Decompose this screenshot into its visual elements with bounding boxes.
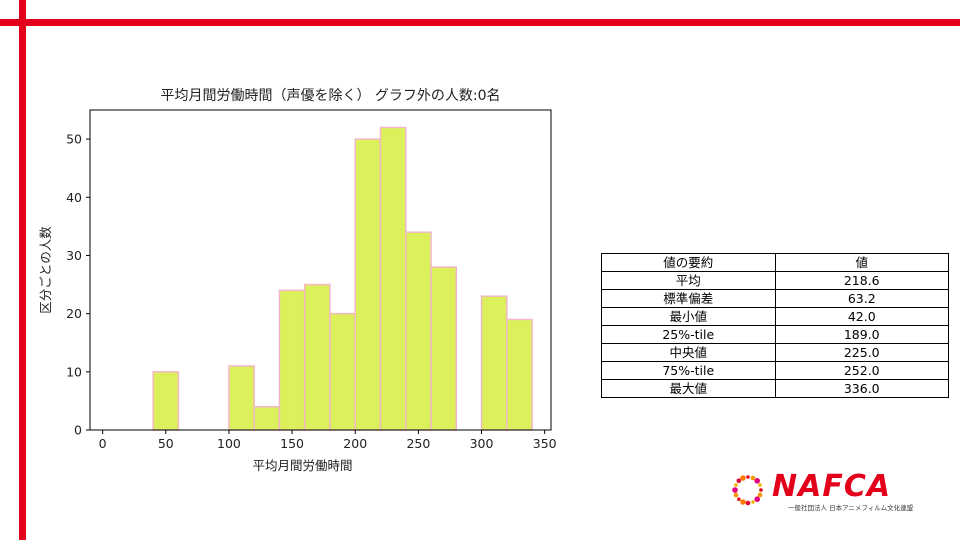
x-tick-label: 200 [343,436,367,451]
histogram-bar [379,126,407,431]
stat-value: 252.0 [774,361,949,380]
stat-label: 最小値 [601,307,776,326]
y-tick-label: 40 [66,190,82,205]
stat-label: 標準偏差 [601,289,776,308]
logo-subtitle: 一般社団法人 日本アニメフィルム文化連盟 [788,504,914,512]
stat-label: 75%-tile [601,361,776,380]
logo-dot [736,478,742,484]
y-tick-label: 0 [74,423,82,438]
stat-value: 42.0 [774,307,949,326]
table-row: 中央値 225.0 [601,343,949,362]
logo-dot [750,475,756,481]
histogram-bar [506,318,533,431]
stat-value: 336.0 [774,379,949,398]
stat-value: 218.6 [774,271,949,290]
stat-value: 63.2 [774,289,949,308]
x-axis-label: 平均月間労働時間 [252,458,352,473]
stat-value: 189.0 [774,325,949,344]
x-tick-label: 0 [99,436,107,451]
table-row: 最大値 336.0 [601,379,949,398]
logo-dot [740,475,746,481]
table-row: 最小値 42.0 [601,307,949,326]
histogram-bar [278,289,306,431]
logo-dot [754,496,760,502]
y-tick-label: 10 [66,364,82,379]
stat-label: 平均 [601,271,776,290]
y-tick-label: 50 [66,132,82,147]
logo-dot [740,499,746,505]
plot-frame [89,109,552,431]
histogram-bar [430,266,458,431]
table-row: 75%-tile 252.0 [601,361,949,380]
x-tick-label: 250 [406,436,430,451]
logo-wordmark: NAFCA [772,469,892,504]
table-row: 標準偏差 63.2 [601,289,949,308]
histogram-bar [152,371,180,431]
logo-ring-icon [732,475,763,506]
x-tick-label: 350 [533,436,557,451]
histogram-bar [329,312,356,431]
histogram-bar [253,405,281,431]
histogram-bar [303,283,331,431]
histogram-bar [405,231,432,431]
x-tick-label: 150 [280,436,304,451]
summary-header-row: 値の要約 値 [601,253,949,272]
histogram-bar [354,138,382,431]
summary-header-value: 値 [774,253,949,272]
y-axis-label: 区分ごとの人数 [38,226,53,314]
logo-dot [734,483,738,487]
logo-dot [754,478,760,484]
frame-top-bar [0,19,960,26]
x-tick-label: 50 [158,436,174,451]
frame-left-bar [19,0,26,540]
histogram-bar [228,365,255,431]
logo-dot [737,497,741,501]
summary-table: 値の要約 値 平均 218.6 標準偏差 63.2 最小値 42.0 25%-t… [601,253,949,398]
stat-label: 最大値 [601,379,776,398]
stat-value: 225.0 [774,343,949,362]
nafca-logo: NAFCA 一般社団法人 日本アニメフィルム文化連盟 [728,468,928,514]
logo-dot [745,500,751,506]
logo-dot [758,483,762,487]
histogram-bar [480,295,508,431]
histogram-chart: 0 50 100 150 200 250 300 350 0 10 20 30 40 50 平均月間労働時間… [38,88,557,473]
logo-dot [732,487,738,493]
y-tick-label: 20 [66,306,82,321]
logo-dot [759,488,763,492]
logo-dot [757,492,763,498]
stat-label: 25%-tile [601,325,776,344]
chart-title: 平均月間労働時間（声優を除く） グラフ外の人数:0名 [160,88,500,104]
logo-dot [746,475,750,479]
logo-dot [733,492,739,498]
table-row: 平均 218.6 [601,271,949,290]
logo-dot [751,500,755,504]
table-row: 25%-tile 189.0 [601,325,949,344]
x-tick-label: 300 [470,436,494,451]
stat-label: 中央値 [601,343,776,362]
summary-header-label: 値の要約 [601,253,776,272]
x-tick-label: 100 [217,436,241,451]
y-tick-label: 30 [66,248,82,263]
